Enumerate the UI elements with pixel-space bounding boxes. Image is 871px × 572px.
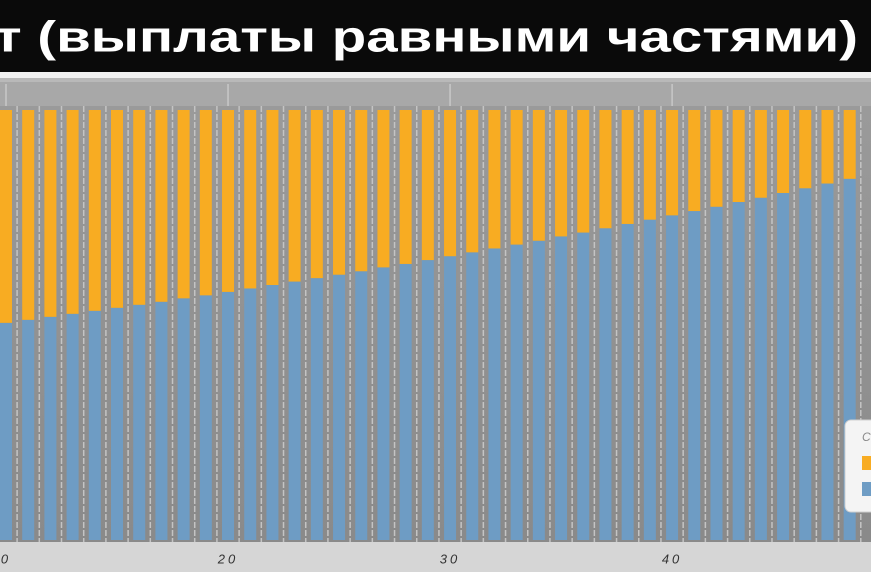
bar-segment [666,215,679,540]
bar-segment [333,274,346,540]
x-tick-label: 0 [1,551,11,566]
bar-segment [688,211,701,541]
bar-segment [577,110,590,233]
bar-segment [643,219,656,540]
bar-segment [133,110,146,305]
bar-segment [799,110,812,189]
x-tick-label: 40 [662,551,682,566]
bar-segment [466,110,479,253]
bar-segment [466,252,479,540]
bar-segment [244,110,257,289]
bar-segment [199,110,212,296]
bar-segment [754,110,767,198]
bar-segment [66,110,79,314]
legend-title: С [862,430,871,444]
bar-segment [66,313,79,540]
axis-band [0,542,871,572]
bar-segment [599,110,612,229]
bar-segment [577,232,590,541]
bar-segment [710,110,723,207]
bar-segment [222,291,235,540]
bar-segment [777,192,790,541]
bar-segment [754,197,767,540]
bar-segment [599,228,612,540]
bar-segment [532,240,545,540]
bar-segment [111,307,124,540]
legend-swatch [862,456,871,470]
bar-segment [643,110,656,220]
bar-segment [288,110,301,282]
bar-segment [199,295,212,540]
bar-segment [555,236,568,541]
bar-segment [0,110,12,323]
bar-segment [421,110,434,261]
bar-segment [799,188,812,540]
bar-segment [399,263,412,540]
header-band [0,82,871,106]
marks: 0 20 30 40 [0,84,862,566]
bar-segment [421,260,434,540]
legend-swatch [862,482,871,496]
bar-segment [288,281,301,540]
bar-segment [22,319,35,540]
bar-segment [266,285,279,540]
bar-segment [488,110,501,249]
chart-title: т (выплаты равными частями) [0,13,858,62]
bar-segment [44,110,57,317]
bar-segment [333,110,346,275]
bar-segment [22,110,35,320]
bar-segment [821,110,834,184]
bar-segment [777,110,790,193]
bar-segment [244,288,257,540]
bar-segment [510,244,523,540]
bar-segment [710,206,723,540]
bar-segment [621,110,634,224]
bar-segment [666,110,679,216]
legend: С [844,419,871,513]
bar-segment [0,322,12,540]
title-bar [0,0,871,72]
bar-segment [688,110,701,212]
bar-segment [377,267,390,540]
bar-segment [732,202,745,540]
bar-segment [88,110,101,311]
bar-segment [133,304,146,540]
bar-segment [177,298,190,540]
x-tick-label: 20 [217,551,238,566]
bar-segment [532,110,545,241]
bar-segment [621,223,634,540]
bar-segment [355,110,368,272]
bar-segment [44,316,57,540]
x-tick-label: 30 [440,551,460,566]
bar-segment [310,278,323,540]
bar-segment [177,110,190,299]
bar-segment [444,110,457,257]
bar-segment [843,110,856,179]
bar-segment [355,271,368,540]
bar-segment [732,110,745,203]
bar-segment [310,110,323,279]
bar-segment [111,110,124,308]
bar-segment [399,110,412,264]
bar-segment [555,110,568,237]
bar-segment [444,256,457,540]
bar-segment [155,110,168,302]
bar-segment [155,301,168,540]
bar-segment [821,183,834,540]
bar-segment [266,110,279,286]
bar-segment [488,248,501,540]
title-stripe [0,72,871,78]
bar-segment [377,110,390,268]
bar-segment [222,110,235,292]
bar-segment [510,110,523,245]
bar-segment [88,310,101,540]
